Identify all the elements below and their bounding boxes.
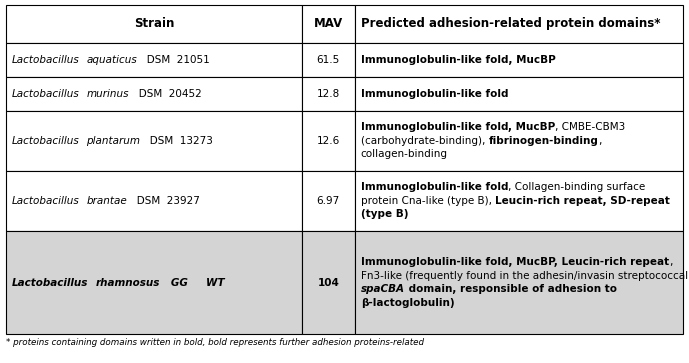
Text: Immunoglobulin-like fold: Immunoglobulin-like fold [360,182,508,192]
Text: DSM  20452: DSM 20452 [129,89,201,99]
Text: ,: , [669,257,672,267]
Bar [355,5,683,43]
Text: 61.5: 61.5 [317,55,340,65]
Text: 12.6: 12.6 [317,136,340,146]
Text: Lactobacillus: Lactobacillus [12,196,80,206]
Text: fibrinogen-binding: fibrinogen-binding [489,136,598,146]
Text: 6.97: 6.97 [317,196,340,206]
Text: Immunoglobulin-like fold: Immunoglobulin-like fold [360,122,508,132]
Text: Strain: Strain [134,17,174,30]
Bar [302,231,355,334]
Text: DSM  13273: DSM 13273 [141,136,213,146]
Text: Predicted adhesion-related protein domains*: Predicted adhesion-related protein domai… [360,17,660,30]
Text: plantarum: plantarum [86,136,141,146]
Text: GG     WT: GG WT [160,277,225,287]
Text: Immunoglobulin-like fold, MucBP, Leucin-rich repeat: Immunoglobulin-like fold, MucBP, Leucin-… [360,257,669,267]
Text: protein Cna-like (type B),: protein Cna-like (type B), [360,196,495,206]
Text: , CMBE-CBM3: , CMBE-CBM3 [555,122,626,132]
Text: , MucBP: , MucBP [508,122,555,132]
Text: Immunoglobulin-like fold: Immunoglobulin-like fold [360,89,508,99]
Bar [355,43,683,77]
Bar [355,77,683,111]
Bar [302,77,355,111]
Text: (carbohydrate-binding),: (carbohydrate-binding), [360,136,489,146]
Text: Lactobacillus: Lactobacillus [12,89,80,99]
Text: DSM  21051: DSM 21051 [137,55,209,65]
Text: aquaticus: aquaticus [86,55,137,65]
Bar [302,5,355,43]
Bar [6,171,302,231]
Text: murinus: murinus [86,89,129,99]
Bar [6,231,302,334]
Text: ,: , [598,136,601,146]
Text: Lactobacillus: Lactobacillus [12,136,80,146]
Bar [302,43,355,77]
Text: Leucin-rich repeat, SD-repeat: Leucin-rich repeat, SD-repeat [495,196,670,206]
Bar [6,77,302,111]
Bar [6,43,302,77]
Text: Lactobacillus: Lactobacillus [12,277,88,287]
Text: , Collagen-binding surface: , Collagen-binding surface [508,182,646,192]
Bar [355,111,683,171]
Bar [302,171,355,231]
Bar [6,111,302,171]
Text: domain, responsible of adhesion to: domain, responsible of adhesion to [404,284,617,294]
Text: brantae: brantae [86,196,127,206]
Text: spaCBA: spaCBA [360,284,404,294]
Text: Fn3-like (frequently found in the adhesin/invasin streptococcal C5a), Gram posit: Fn3-like (frequently found in the adhesi… [360,271,689,281]
Bar [6,5,302,43]
Text: * proteins containing domains written in bold, bold represents further adhesion : * proteins containing domains written in… [6,338,424,347]
Text: β-lactoglobulin): β-lactoglobulin) [360,298,454,308]
Text: DSM  23927: DSM 23927 [127,196,200,206]
Bar [355,231,683,334]
Bar [355,171,683,231]
Text: Immunoglobulin-like fold, MucBP: Immunoglobulin-like fold, MucBP [360,55,555,65]
Text: MAV: MAV [313,17,343,30]
Text: (type B): (type B) [360,209,408,219]
Text: rhamnosus: rhamnosus [96,277,160,287]
Text: collagen-binding: collagen-binding [360,150,448,159]
Text: Lactobacillus: Lactobacillus [12,55,80,65]
Bar [302,111,355,171]
Text: 104: 104 [318,277,339,287]
Text: 12.8: 12.8 [317,89,340,99]
